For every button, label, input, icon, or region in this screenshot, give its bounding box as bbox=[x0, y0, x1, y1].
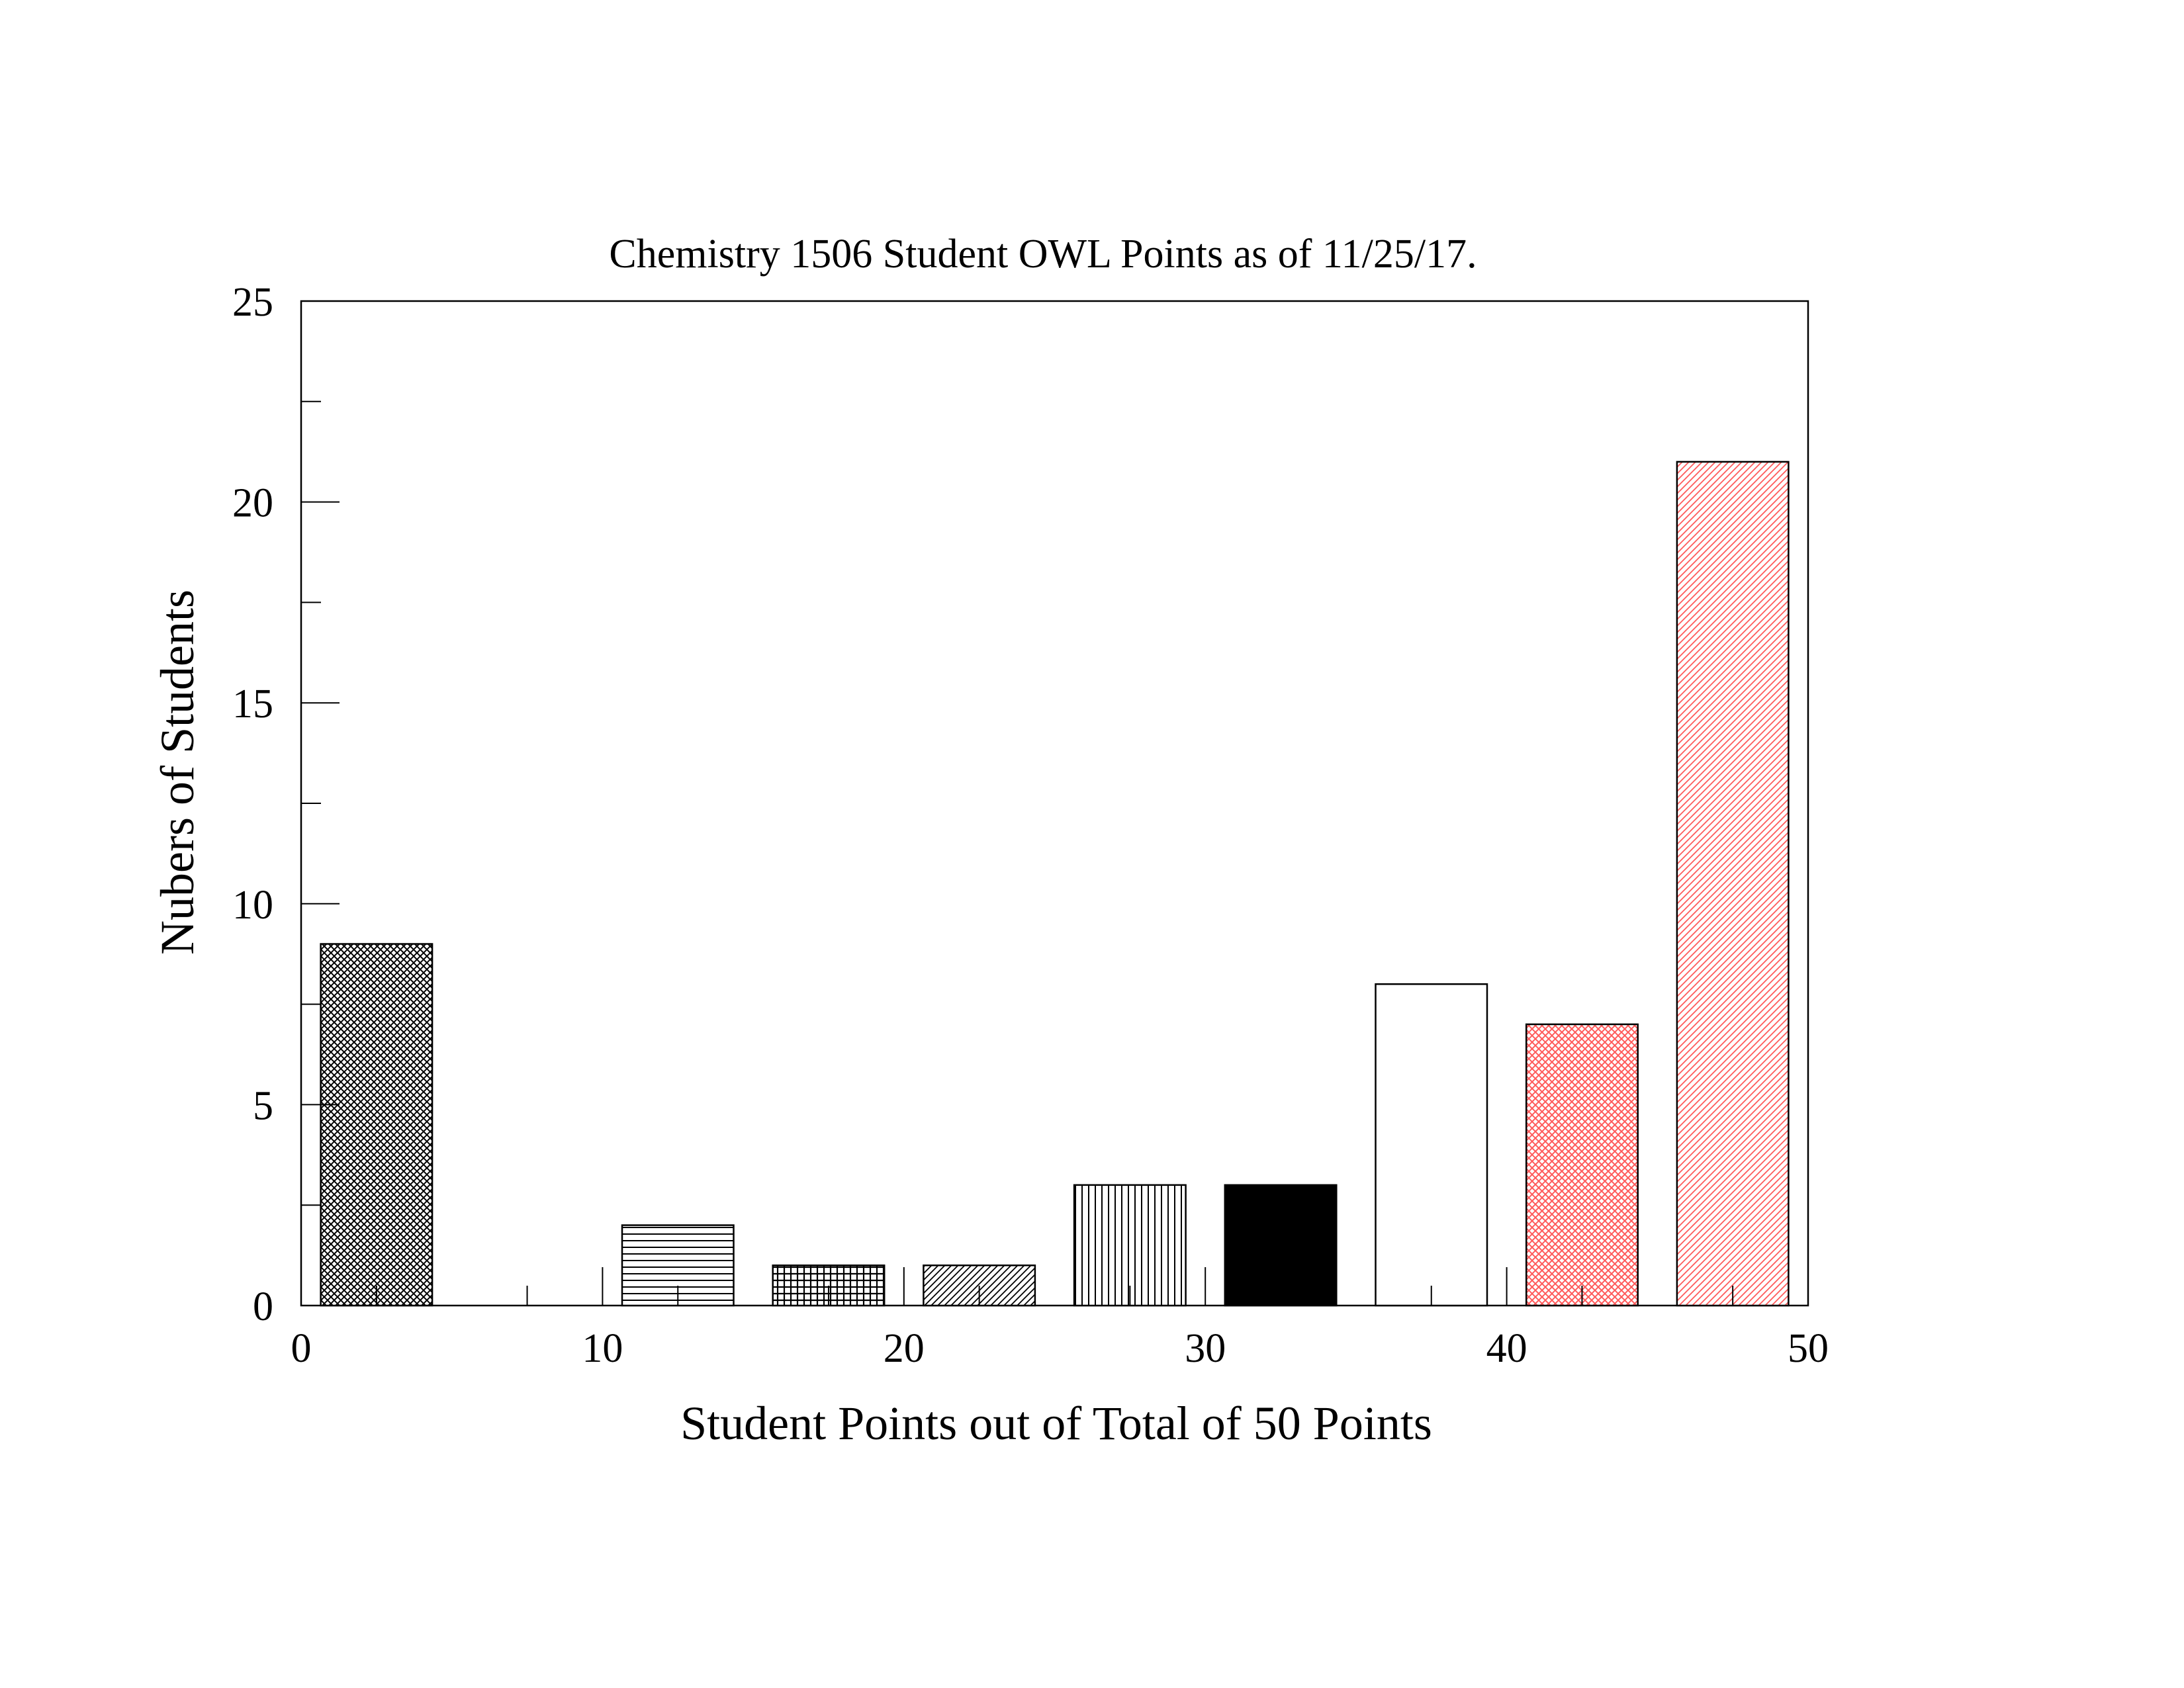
x-tick-label: 30 bbox=[1185, 1326, 1226, 1371]
y-tick-label: 10 bbox=[232, 883, 273, 928]
x-tick-label: 20 bbox=[884, 1326, 925, 1371]
x-axis-label: Student Points out of Total of 50 Points bbox=[680, 1397, 1432, 1450]
chart-title: Chemistry 1506 Student OWL Points as of … bbox=[609, 232, 1477, 277]
histogram-bar-45-50 bbox=[1676, 461, 1790, 1307]
x-tick-label: 50 bbox=[1788, 1326, 1829, 1371]
histogram-bar-35-40 bbox=[1375, 983, 1488, 1307]
y-tick-label: 5 bbox=[253, 1083, 273, 1128]
y-tick-label: 15 bbox=[232, 682, 273, 727]
x-tick-label: 0 bbox=[291, 1326, 312, 1371]
x-tick-label: 40 bbox=[1486, 1326, 1527, 1371]
y-tick-label: 0 bbox=[253, 1284, 273, 1329]
plot-area: 0 10 20 30 40 50 0 5 10 15 20 25 bbox=[232, 280, 1829, 1371]
histogram-bar-40-45 bbox=[1525, 1023, 1639, 1307]
y-axis-label: Nubers of Students bbox=[151, 590, 204, 955]
histogram-bar-25-30 bbox=[1073, 1184, 1187, 1307]
y-tick-label: 25 bbox=[232, 280, 273, 325]
y-tick-label: 20 bbox=[232, 481, 273, 526]
histogram-bar-0-5 bbox=[320, 943, 433, 1307]
x-tick-label: 10 bbox=[582, 1326, 623, 1371]
